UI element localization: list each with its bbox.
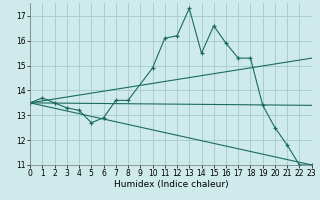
X-axis label: Humidex (Indice chaleur): Humidex (Indice chaleur): [114, 180, 228, 189]
